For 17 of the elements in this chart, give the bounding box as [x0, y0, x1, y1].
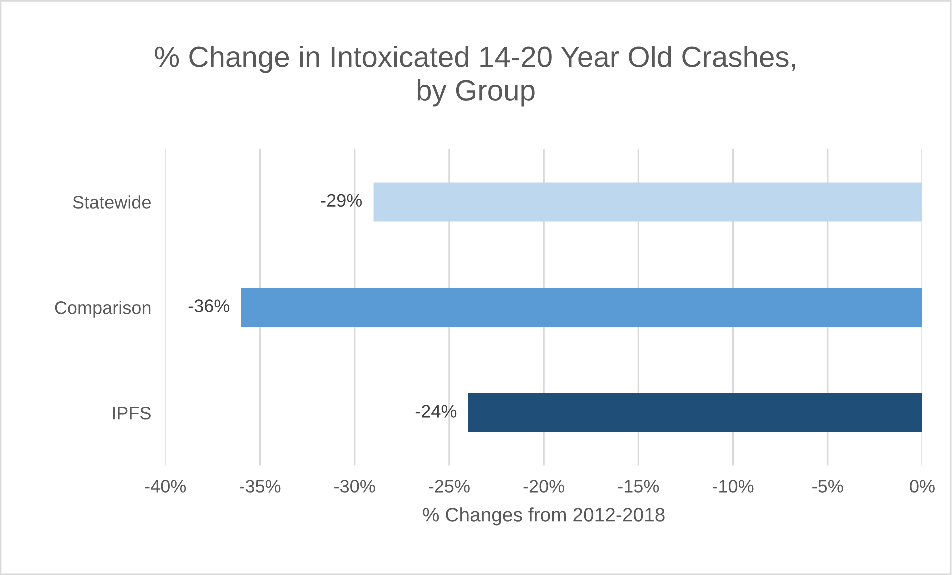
x-tick-label: 0%	[910, 480, 935, 493]
x-tick-label: -35%	[240, 480, 281, 493]
x-tick-label: -20%	[524, 480, 564, 493]
x-axis-title: % Changes from 2012-2018	[423, 508, 665, 526]
x-tick-label: -25%	[429, 480, 470, 493]
x-tick-label: -5%	[812, 480, 844, 493]
data-label: -24%	[416, 405, 457, 418]
x-tick-label: -40%	[145, 480, 186, 493]
y-tick-label: Comparison	[55, 301, 151, 318]
x-tick-label: -15%	[618, 480, 660, 493]
y-tick-label: IPFS	[113, 406, 151, 420]
x-tick-label: -30%	[334, 480, 376, 493]
y-tick-label: Statewide	[73, 196, 151, 209]
data-label: -29%	[321, 194, 362, 208]
x-tick-label: -10%	[713, 480, 754, 493]
data-label: -36%	[188, 300, 230, 312]
chart-title: % Change in Intoxicated 14-20 Year Old Crashes, by Group	[155, 46, 796, 107]
